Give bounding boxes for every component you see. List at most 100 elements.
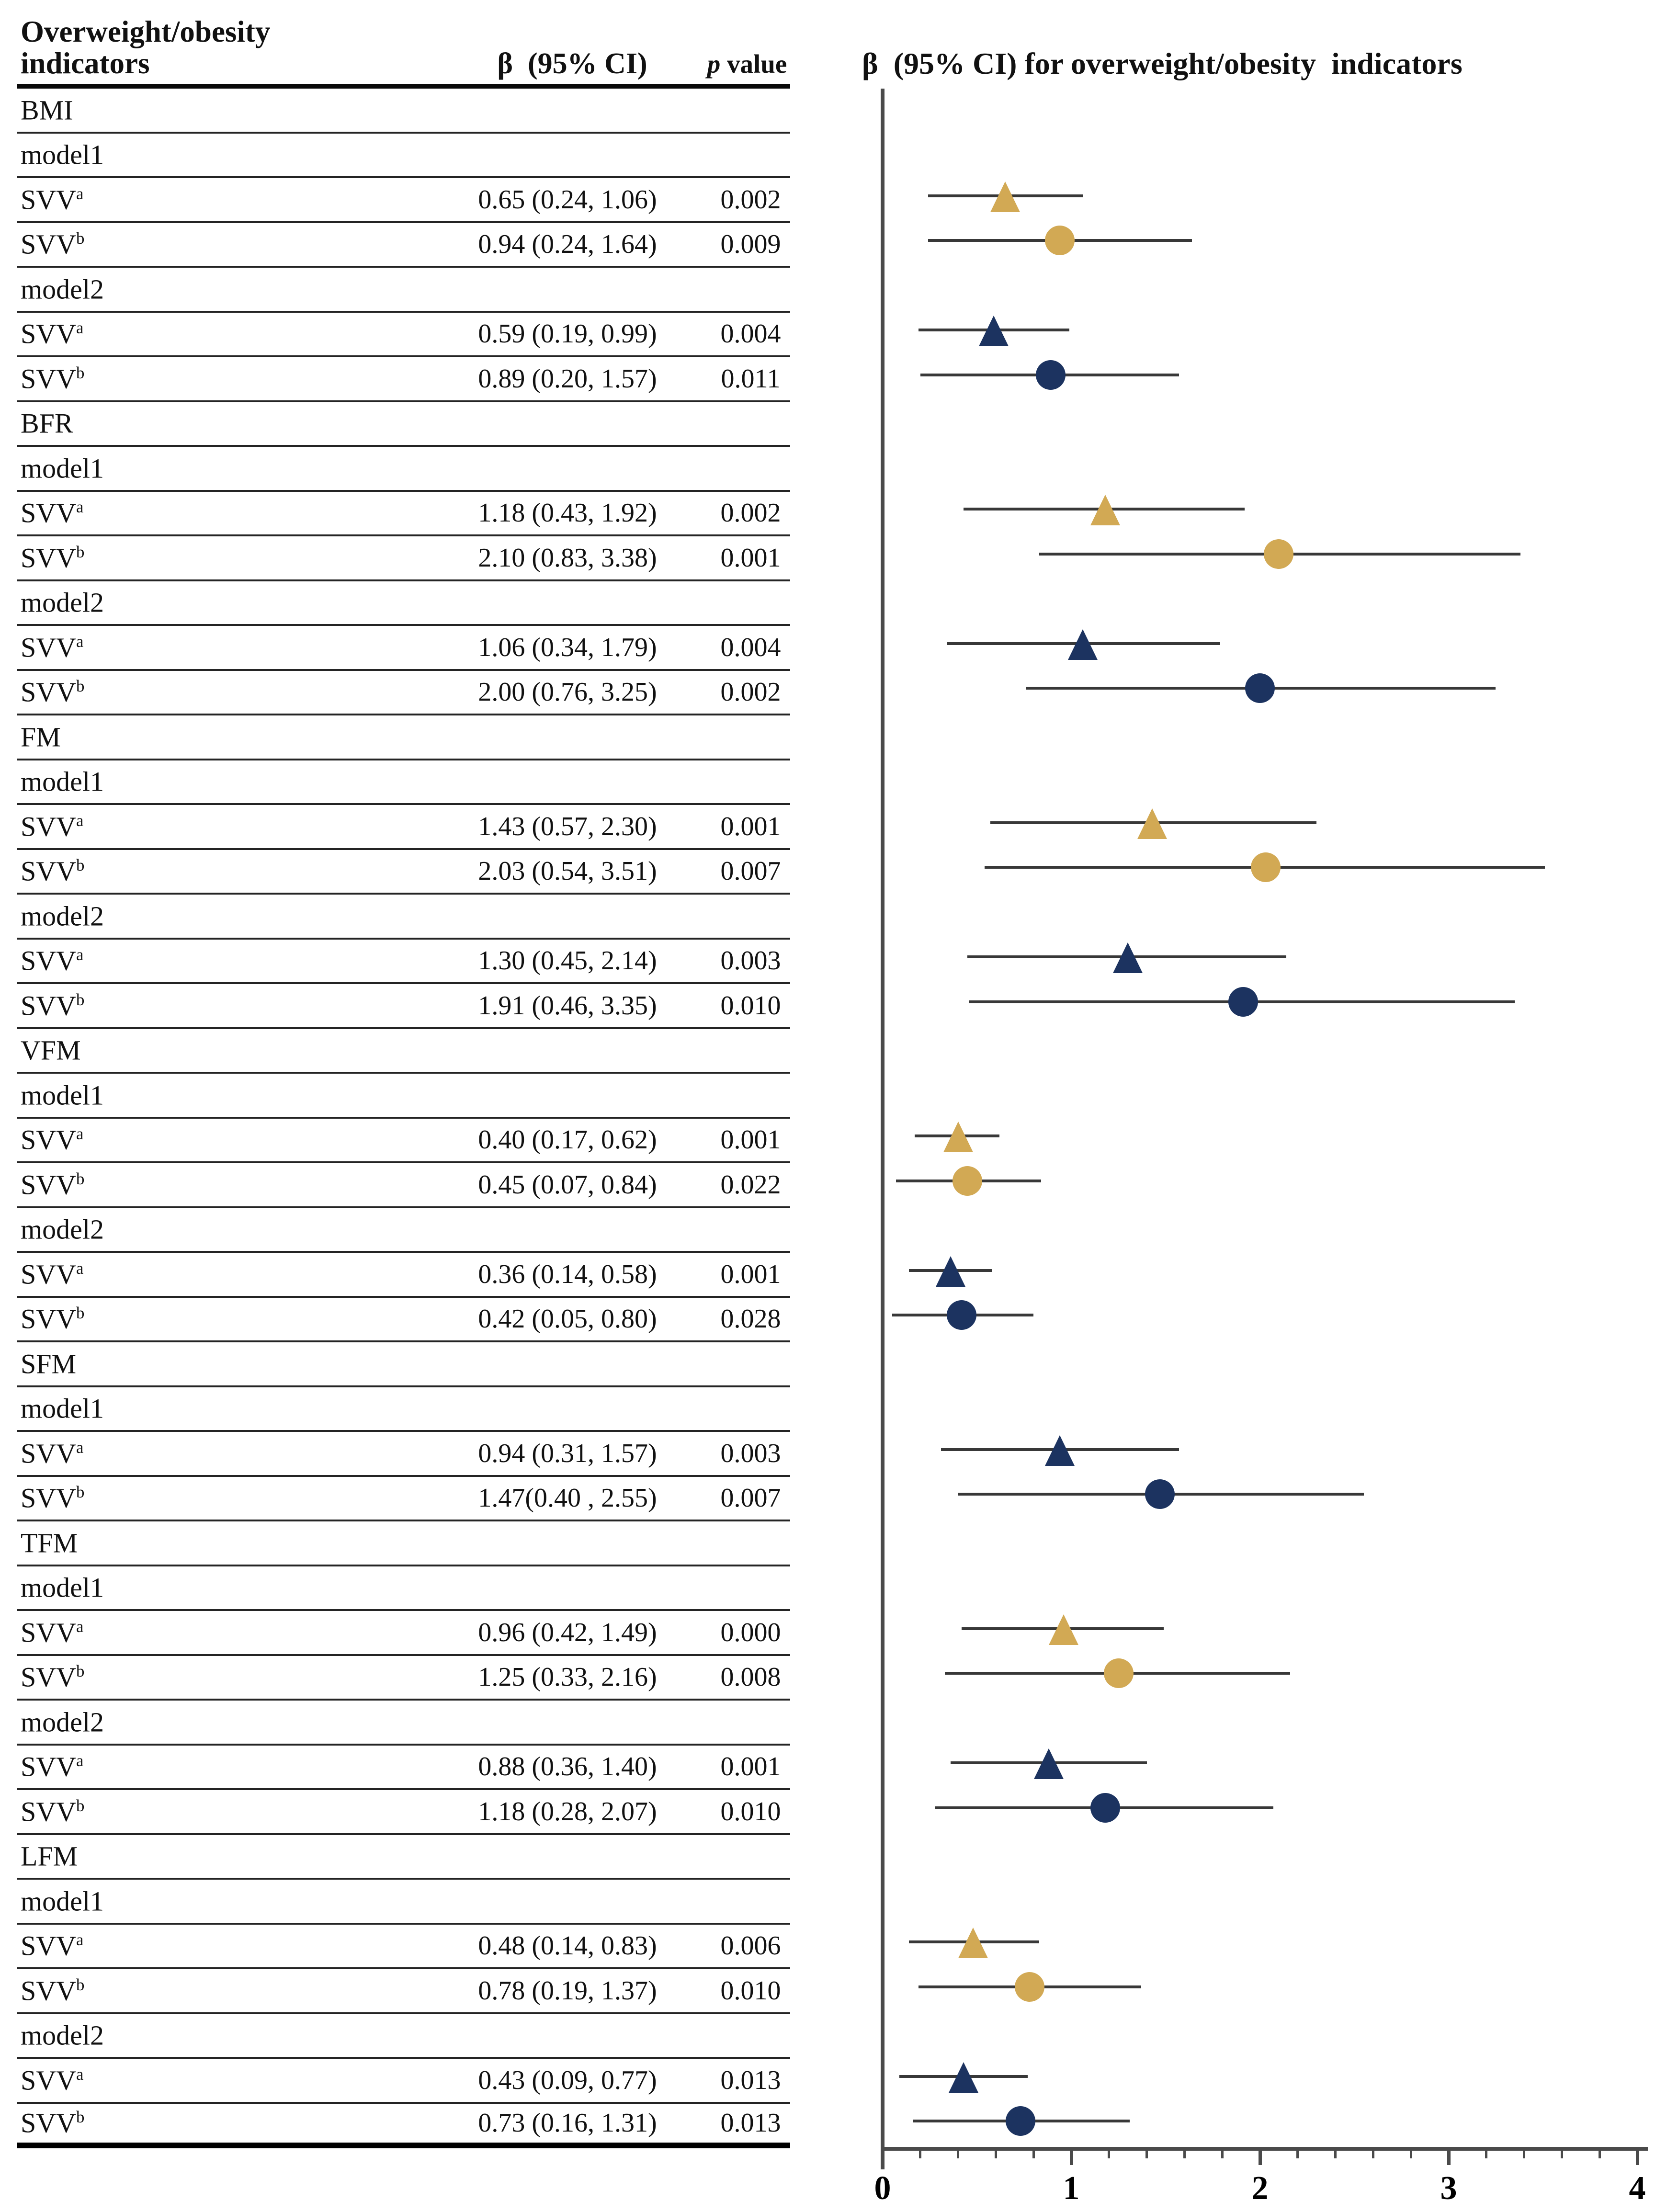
svv-superscript: b xyxy=(76,990,85,1009)
table-row-data: SVVa 0.88 (0.36, 1.40) 0.001 xyxy=(17,1746,790,1790)
x-axis-minor-tick xyxy=(1032,2151,1035,2158)
indicator-svv-label: SVVa xyxy=(21,1438,84,1469)
p-value: 0.010 xyxy=(720,1796,781,1826)
p-value: 0.003 xyxy=(720,1438,781,1468)
svv-superscript: b xyxy=(76,1304,85,1323)
p-value: 0.011 xyxy=(721,363,781,394)
model-label: model2 xyxy=(21,900,104,932)
model-label: model1 xyxy=(21,139,104,170)
table-rows: BMI model1 SVVa 0.65 (0.24, 1.06) 0.002 SVVb 0… xyxy=(17,89,790,2148)
indicator-svv-label: SVVa xyxy=(21,1930,84,1962)
svv-superscript: a xyxy=(76,2065,84,2084)
x-axis-minor-tick xyxy=(1183,2151,1186,2158)
x-axis-minor-tick xyxy=(957,2151,960,2158)
circle-marker xyxy=(1103,1658,1134,1689)
indicator-svv-label: SVVa xyxy=(21,497,84,529)
p-value: 0.008 xyxy=(720,1662,781,1692)
table-row-data: SVVa 0.96 (0.42, 1.49) 0.000 xyxy=(17,1611,790,1656)
indicator-svv-label: SVVb xyxy=(21,1303,85,1335)
x-axis-line xyxy=(881,2147,1648,2151)
triangle-marker xyxy=(1033,1748,1064,1780)
x-axis-tick-label: 1 xyxy=(1063,2170,1080,2207)
section-label: BMI xyxy=(21,94,73,126)
table-row-model: model2 xyxy=(17,1208,790,1253)
beta-ci-value: 0.94 (0.24, 1.64) xyxy=(478,229,657,260)
circle-marker xyxy=(947,1300,977,1330)
x-axis-minor-tick xyxy=(1560,2151,1563,2158)
table-row-model: model2 xyxy=(17,1701,790,1746)
indicator-svv-label: SVVb xyxy=(21,855,85,887)
p-value: 0.001 xyxy=(720,543,781,573)
beta-ci-value: 0.43 (0.09, 0.77) xyxy=(478,2065,657,2095)
p-value: 0.013 xyxy=(720,2108,781,2138)
table-row-model: model1 xyxy=(17,1880,790,1925)
p-value: 0.010 xyxy=(720,990,781,1021)
p-value: 0.004 xyxy=(720,632,781,662)
p-value: 0.006 xyxy=(720,1931,781,1961)
table-row-data: SVVb 0.94 (0.24, 1.64) 0.009 xyxy=(17,223,790,268)
x-axis-tick-label: 4 xyxy=(1629,2170,1646,2207)
x-axis-major-tick xyxy=(1447,2151,1451,2165)
svv-superscript: b xyxy=(76,856,85,875)
table-row-data: SVVb 0.73 (0.16, 1.31) 0.013 xyxy=(17,2104,790,2148)
beta-ci-value: 0.40 (0.17, 0.62) xyxy=(478,1125,657,1155)
beta-ci-value: 0.42 (0.05, 0.80) xyxy=(478,1304,657,1334)
table-row-section: BFR xyxy=(17,402,790,447)
svv-superscript: a xyxy=(76,811,84,830)
indicator-svv-label: SVVb xyxy=(21,1482,85,1514)
triangle-marker xyxy=(1045,1435,1075,1466)
table-row-model: model2 xyxy=(17,268,790,313)
svv-superscript: b xyxy=(76,1483,85,1502)
x-axis-tick-label: 3 xyxy=(1440,2170,1457,2207)
table-row-section: BMI xyxy=(17,89,790,134)
table-title-line2: indicators xyxy=(21,46,150,80)
circle-marker xyxy=(1264,539,1294,569)
table-row-data: SVVa 0.65 (0.24, 1.06) 0.002 xyxy=(17,178,790,223)
svv-superscript: b xyxy=(76,1796,85,1815)
model-label: model1 xyxy=(21,1079,104,1111)
svv-superscript: b xyxy=(76,1169,85,1188)
triangle-marker xyxy=(1090,495,1120,526)
triangle-marker xyxy=(1049,1614,1079,1645)
table-row-data: SVVa 1.43 (0.57, 2.30) 0.001 xyxy=(17,805,790,850)
section-label: TFM xyxy=(21,1527,78,1559)
svv-superscript: b xyxy=(76,1975,85,1994)
beta-ci-value: 1.91 (0.46, 3.35) xyxy=(478,990,657,1021)
section-label: BFR xyxy=(21,408,73,439)
circle-marker xyxy=(953,1166,983,1196)
beta-ci-value: 0.89 (0.20, 1.57) xyxy=(478,363,657,394)
svv-superscript: a xyxy=(76,632,84,651)
p-value: 0.000 xyxy=(720,1617,781,1647)
svv-superscript: a xyxy=(76,1259,84,1278)
beta-ci-value: 1.47(0.40 , 2.55) xyxy=(478,1483,657,1513)
svv-superscript: b xyxy=(76,229,85,248)
x-axis-minor-tick xyxy=(1334,2151,1337,2158)
x-axis-minor-tick xyxy=(1409,2151,1412,2158)
beta-ci-value: 1.06 (0.34, 1.79) xyxy=(478,632,657,662)
table-row-data: SVVa 0.36 (0.14, 0.58) 0.001 xyxy=(17,1253,790,1298)
model-label: model1 xyxy=(21,453,104,484)
x-axis-minor-tick xyxy=(1296,2151,1299,2158)
indicator-svv-label: SVVb xyxy=(21,363,85,395)
table-row-data: SVVa 0.40 (0.17, 0.62) 0.001 xyxy=(17,1119,790,1163)
model-label: model1 xyxy=(21,766,104,797)
p-value: 0.001 xyxy=(720,1752,781,1782)
x-axis-major-tick xyxy=(1258,2151,1262,2165)
table-row-model: model1 xyxy=(17,760,790,805)
beta-ci-value: 0.96 (0.42, 1.49) xyxy=(478,1617,657,1647)
triangle-marker xyxy=(979,316,1009,347)
p-value: 0.004 xyxy=(720,319,781,349)
model-label: model1 xyxy=(21,1393,104,1424)
p-value: 0.001 xyxy=(720,1125,781,1155)
triangle-marker xyxy=(935,1256,965,1287)
svv-superscript: a xyxy=(76,1438,84,1457)
p-value: 0.022 xyxy=(720,1169,781,1200)
triangle-marker xyxy=(1067,629,1098,660)
table-row-model: model1 xyxy=(17,447,790,492)
svv-superscript: b xyxy=(76,542,85,561)
p-value: 0.009 xyxy=(720,229,781,260)
section-label: VFM xyxy=(21,1034,81,1066)
beta-ci-value: 2.00 (0.76, 3.25) xyxy=(478,677,657,707)
p-value: 0.003 xyxy=(720,946,781,976)
